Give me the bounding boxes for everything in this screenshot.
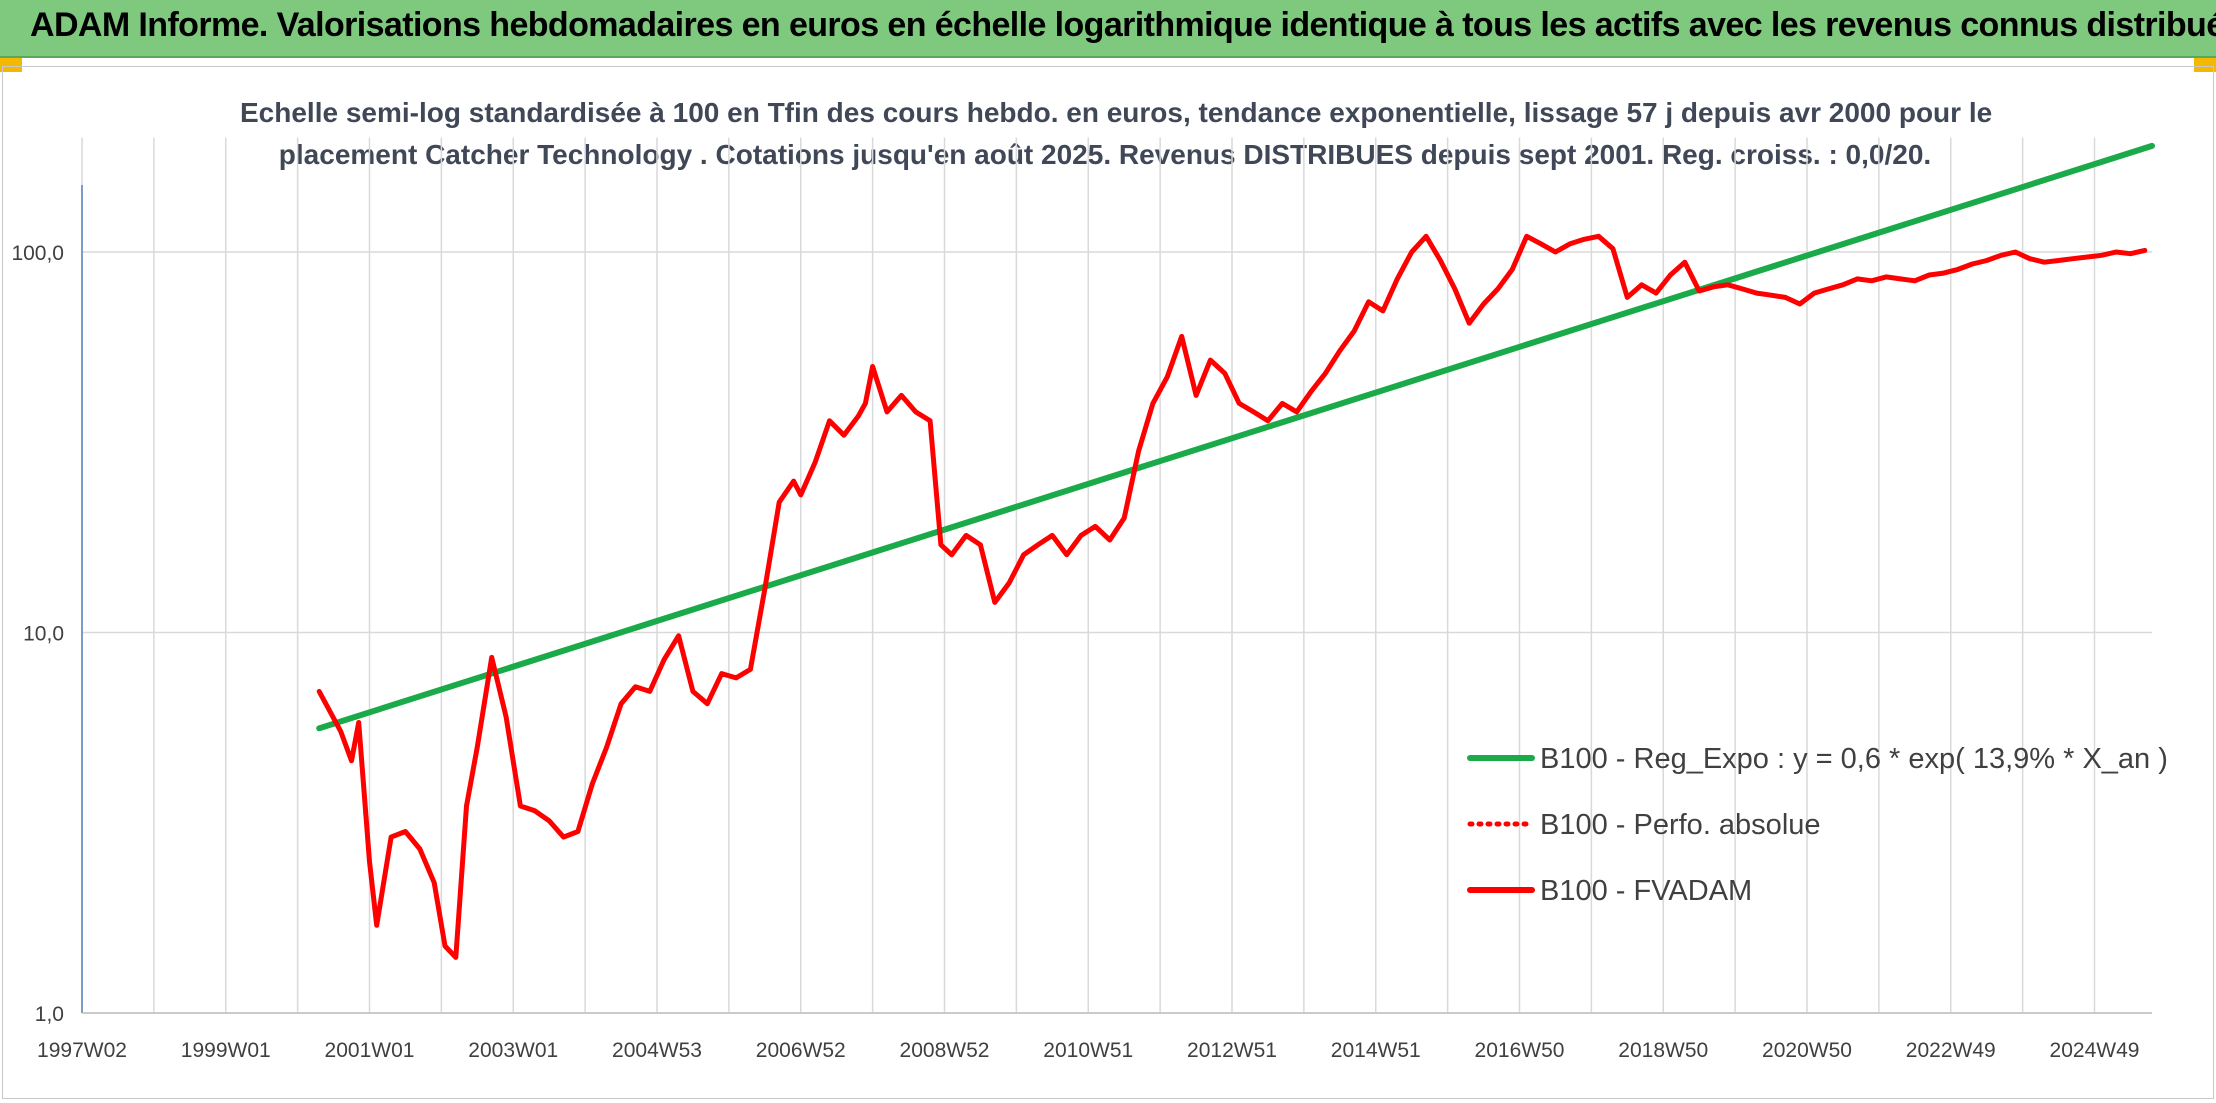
trend-line: [316, 142, 2155, 732]
x-tick-label: 2006W52: [756, 1039, 846, 1062]
y-tick-label: 10,0: [23, 623, 64, 646]
corner-accent-left: [0, 58, 22, 72]
report-banner: ADAM Informe. Valorisations hebdomadaire…: [0, 0, 2216, 58]
x-tick-label: 1999W01: [181, 1039, 271, 1062]
y-tick-label: 100,0: [11, 242, 64, 265]
legend-entry: B100 - FVADAM: [1540, 875, 1752, 907]
x-tick-label: 2020W50: [1762, 1039, 1852, 1062]
report-title: ADAM Informe. Valorisations hebdomadaire…: [30, 6, 2216, 44]
legend-entry: B100 - Perfo. absolue: [1540, 809, 1821, 841]
chart-frame: [2, 66, 2214, 1099]
x-tick-label: 2014W51: [1331, 1039, 1421, 1062]
x-tick-label: 2018W50: [1618, 1039, 1708, 1062]
y-tick-label: 1,0: [35, 1003, 64, 1026]
x-tick-label: 2003W01: [468, 1039, 558, 1062]
x-tick-label: 2001W01: [325, 1039, 415, 1062]
chart-title: Echelle semi-log standardisée à 100 en T…: [240, 92, 1993, 176]
x-tick-label: 1997W02: [37, 1039, 127, 1062]
corner-accent-right: [2194, 58, 2216, 72]
x-tick-label: 2012W51: [1187, 1039, 1277, 1062]
series-line-2: [316, 233, 2148, 960]
x-tick-label: 2008W52: [900, 1039, 990, 1062]
x-tick-label: 2004W53: [612, 1039, 702, 1062]
x-tick-label: 2016W50: [1475, 1039, 1565, 1062]
legend-entry: B100 - Reg_Expo : y = 0,6 * exp( 13,9% *…: [1540, 743, 2168, 775]
chart-title-line-2: placement Catcher Technology . Cotations…: [278, 139, 1932, 170]
chart-title-line-1: Echelle semi-log standardisée à 100 en T…: [240, 97, 1993, 128]
x-tick-label: 2024W49: [2050, 1039, 2140, 1062]
x-tick-label: 2022W49: [1906, 1039, 1996, 1062]
x-tick-label: 2010W51: [1043, 1039, 1133, 1062]
